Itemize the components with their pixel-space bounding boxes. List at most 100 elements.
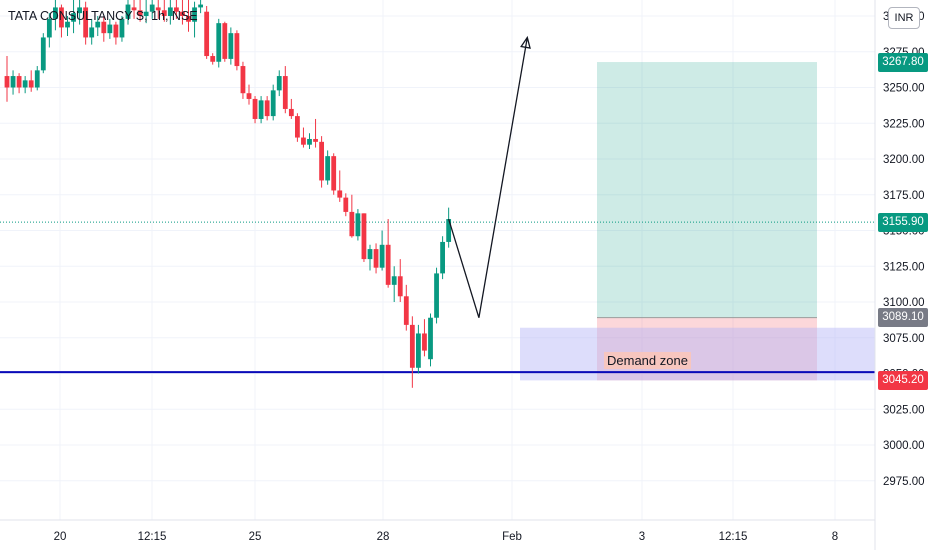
candle-body [174, 7, 179, 12]
candle [83, 1, 89, 45]
candle-body [113, 24, 119, 38]
candle [77, 0, 82, 25]
candle-body [186, 16, 191, 22]
candle [119, 16, 125, 42]
price-tick-label: 3075.00 [883, 333, 925, 345]
candle [174, 0, 179, 19]
candle [446, 207, 452, 248]
candle-body [131, 7, 137, 11]
candle-body [198, 4, 203, 8]
profit-target-zone[interactable] [597, 62, 817, 318]
candle [198, 0, 203, 14]
candle-body [22, 80, 28, 88]
candle-body [59, 7, 64, 28]
candle-body [282, 76, 288, 109]
candle-body [307, 138, 312, 145]
demand-zone-label: Demand zone [604, 352, 691, 369]
candle-body [258, 100, 264, 119]
candle-body [53, 7, 58, 19]
candle-body [143, 11, 149, 16]
candle [22, 76, 28, 94]
time-tick-label: 12:15 [719, 531, 748, 543]
candle-body [367, 249, 373, 260]
candle-body [434, 273, 439, 318]
candle [246, 84, 252, 105]
candle [46, 13, 52, 48]
currency-badge[interactable]: INR [888, 7, 920, 29]
price-tick-label: 2975.00 [883, 476, 925, 488]
candle [319, 136, 324, 188]
candle-body [270, 90, 276, 117]
candle-body [391, 276, 397, 285]
candle [210, 53, 216, 65]
candle [101, 16, 107, 42]
candle [16, 73, 22, 94]
candle [313, 118, 318, 148]
time-tick-label: 28 [377, 531, 390, 543]
candle-body [16, 76, 22, 88]
candle-body [319, 141, 324, 181]
candle [385, 219, 391, 288]
candle-body [313, 138, 318, 142]
candle [301, 127, 306, 148]
candle-body [295, 116, 300, 138]
candle [282, 66, 288, 114]
candle [180, 0, 185, 25]
candle-body [331, 156, 337, 191]
candle [143, 0, 149, 24]
candle [234, 30, 240, 71]
candle [125, 0, 131, 25]
candle-body [361, 213, 367, 260]
candle [422, 319, 427, 357]
candle [186, 0, 191, 32]
candle [409, 316, 415, 388]
candle-body [325, 156, 331, 181]
candle [192, 1, 197, 38]
price-tick-label: 3000.00 [883, 440, 925, 452]
candle-body [10, 76, 16, 88]
projection-arrow[interactable] [448, 37, 528, 318]
time-axis[interactable]: 20 12:15 25 28 Feb 3 12:15 8 [54, 531, 839, 543]
price-tag: 3045.20 [878, 370, 928, 390]
candle-body [216, 23, 222, 62]
candle-body [155, 7, 161, 11]
chart-title: TATA CONSULTANCY S, 1h, NSE [8, 9, 198, 23]
candle-body [4, 76, 10, 88]
candle [4, 56, 10, 102]
candle [34, 66, 40, 91]
candle-body [234, 33, 240, 67]
time-tick-label: Feb [502, 531, 522, 543]
price-tag: 3089.10 [878, 308, 928, 328]
price-axis[interactable]: 2975.003000.003025.003050.003075.003100.… [883, 11, 925, 488]
candle [65, 16, 70, 37]
candle-body [167, 7, 173, 16]
candle-body [373, 249, 379, 268]
candle [258, 96, 264, 124]
candle-body [276, 76, 282, 91]
candle [379, 230, 385, 271]
candle [137, 0, 143, 22]
candle [53, 0, 58, 31]
candle [95, 16, 101, 37]
candle [149, 0, 155, 19]
price-tick-label: 3125.00 [883, 261, 925, 273]
candle [440, 236, 445, 280]
candle [416, 324, 421, 374]
candle [325, 150, 331, 185]
candle [276, 70, 282, 97]
candle-body [428, 317, 433, 360]
candle [434, 267, 439, 324]
candle-body [125, 4, 131, 19]
candle-body [403, 296, 409, 325]
price-tag: 3267.80 [878, 52, 928, 72]
price-tick-label: 3025.00 [883, 404, 925, 416]
candle-body [228, 33, 234, 59]
candle [373, 243, 379, 274]
time-tick-label: 3 [639, 531, 645, 543]
candle-body [34, 70, 40, 88]
stop-loss-zone[interactable] [597, 317, 817, 381]
candle-body [379, 244, 385, 268]
candle [252, 96, 258, 124]
candle [10, 70, 16, 95]
